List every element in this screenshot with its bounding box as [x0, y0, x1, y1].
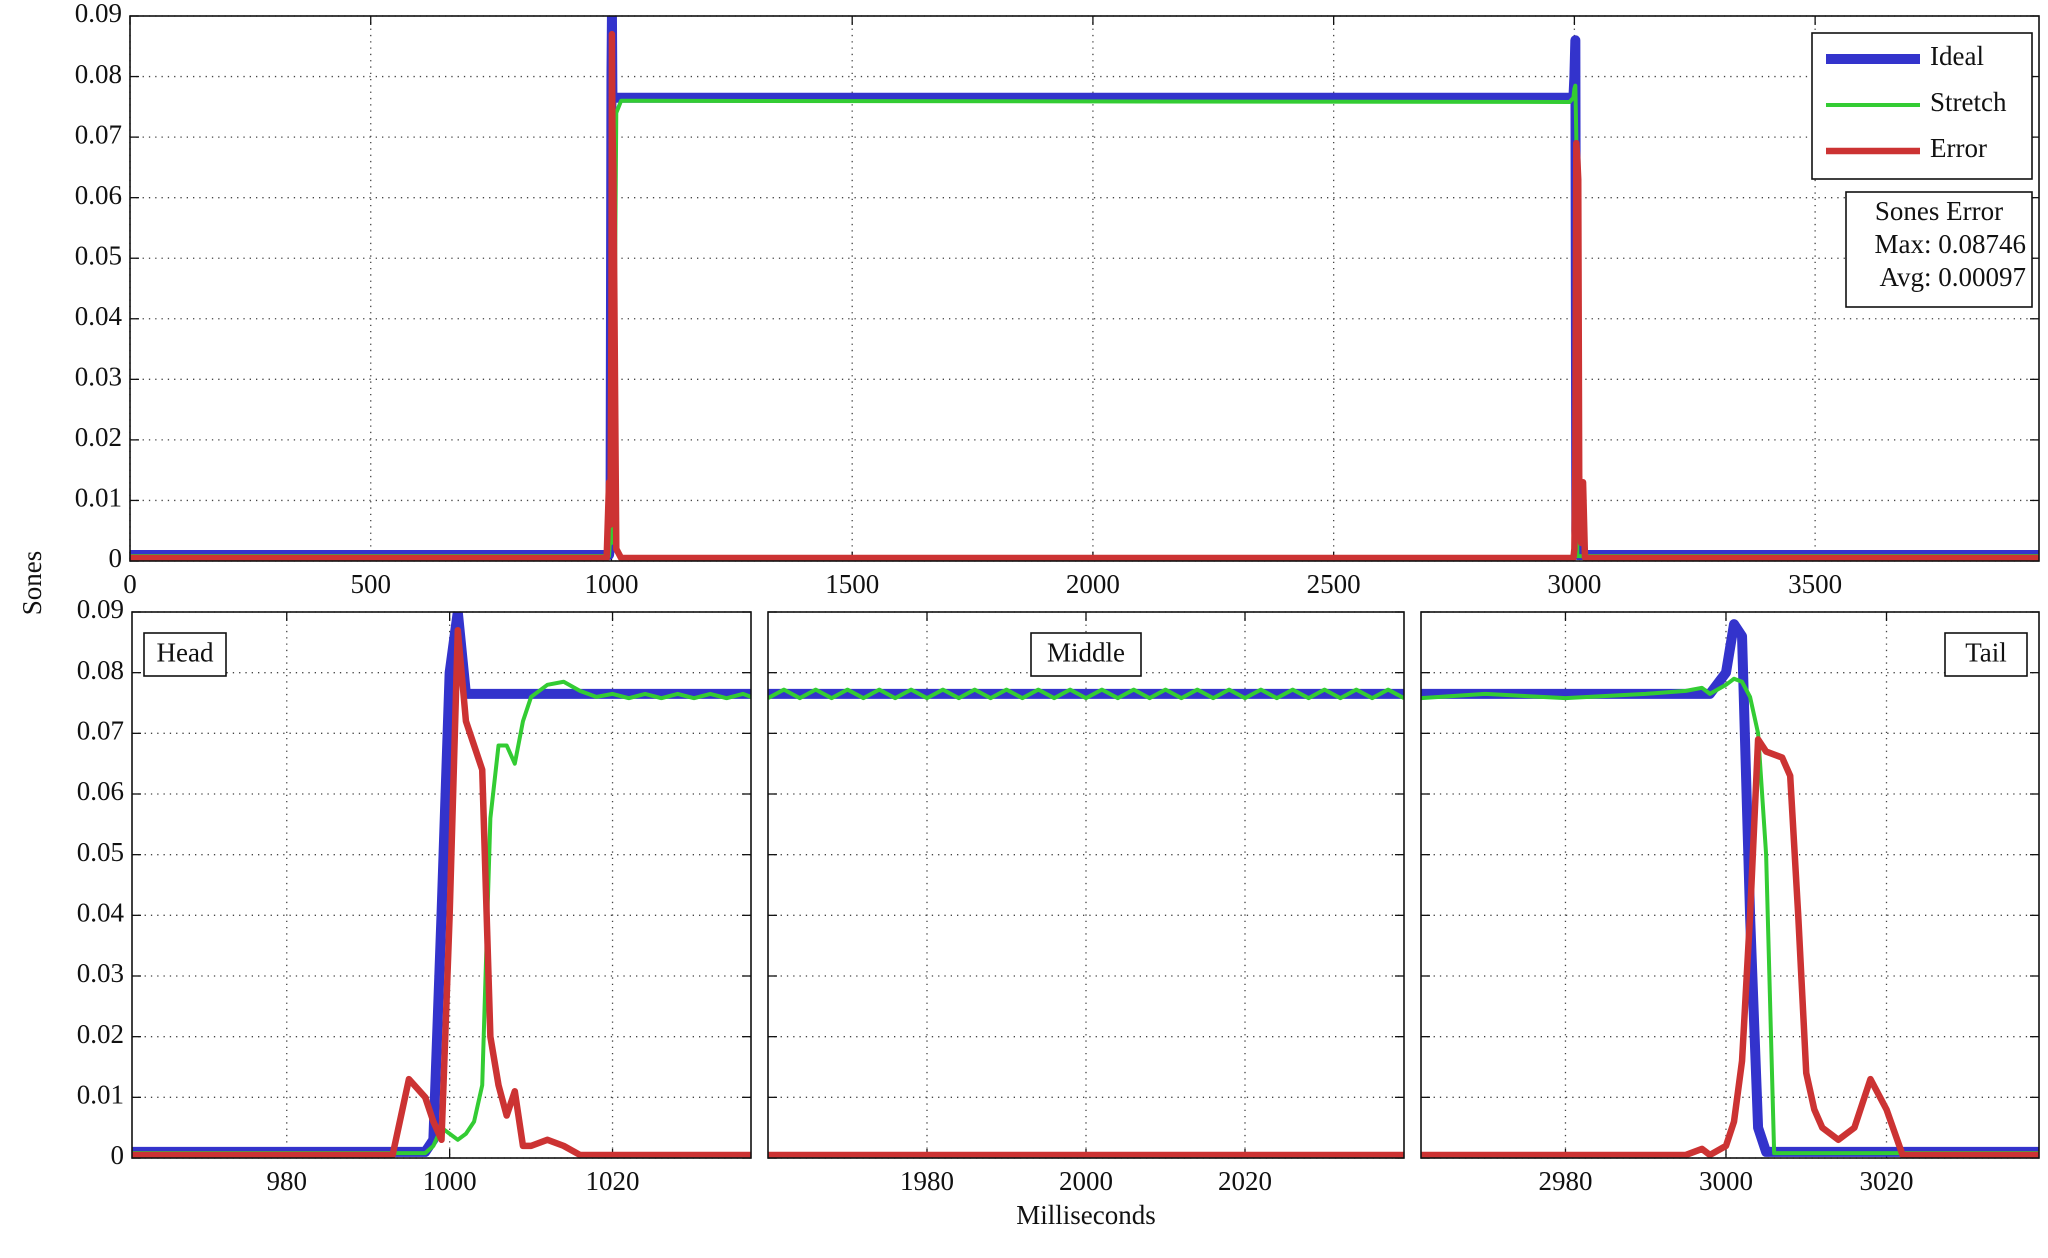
plot-background: [1421, 612, 2039, 1158]
x-tick-label: 1000: [423, 1166, 477, 1196]
subplot-title: Tail: [1965, 638, 2007, 668]
x-tick-label: 3000: [1547, 569, 1601, 599]
y-tick-label: 0.07: [75, 119, 122, 149]
x-tick-label: 2500: [1307, 569, 1361, 599]
y-tick-label: 0.04: [75, 301, 123, 331]
x-tick-label: 0: [123, 569, 137, 599]
series-line: [132, 626, 751, 1158]
axes-frame: [131, 611, 752, 1159]
legend-label: Ideal: [1930, 41, 1984, 71]
y-tick-label: 0.01: [77, 1080, 124, 1110]
x-tick-label: 3020: [1860, 1166, 1914, 1196]
y-tick-label: 0.06: [75, 180, 122, 210]
y-tick-label: 0.05: [77, 837, 124, 867]
y-tick-label: 0.01: [75, 483, 122, 513]
axes-frame: [129, 15, 2040, 562]
y-tick-label: 0.02: [75, 422, 122, 452]
plot-area: [132, 612, 751, 1158]
y-tick-label: 0: [111, 1140, 125, 1170]
title-box: [1030, 632, 1142, 677]
x-tick-label: 2000: [1059, 1166, 1113, 1196]
y-tick-label: 0.02: [77, 1019, 124, 1049]
axes-frame: [1420, 611, 2040, 1159]
y-tick-label: 0.09: [75, 0, 122, 28]
y-tick-label: 0.07: [77, 716, 124, 746]
x-tick-label: 1500: [825, 569, 879, 599]
x-tick-label: 1980: [900, 1166, 954, 1196]
title-box: [143, 632, 227, 677]
y-tick-label: 0.06: [77, 776, 124, 806]
x-tick-label: 1020: [586, 1166, 640, 1196]
x-tick-label: 980: [267, 1166, 308, 1196]
subplot-title: Middle: [1047, 638, 1125, 668]
series-line: [1421, 736, 2039, 1158]
y-tick-label: 0.08: [77, 655, 124, 685]
legend-label: Error: [1930, 133, 1987, 163]
x-tick-label: 1000: [584, 569, 638, 599]
x-tick-label: 3500: [1788, 569, 1842, 599]
plot-area: [1421, 619, 2039, 1158]
x-axis-label: Milliseconds: [1016, 1200, 1156, 1230]
x-tick-label: 2980: [1538, 1166, 1592, 1196]
y-tick-label: 0: [109, 543, 123, 573]
y-tick-label: 0.05: [75, 240, 122, 270]
y-tick-label: 0.09: [77, 594, 124, 624]
y-tick-label: 0.04: [77, 898, 125, 928]
y-tick-label: 0.03: [75, 362, 122, 392]
title-box: [1944, 632, 2028, 677]
series-line: [768, 687, 1404, 701]
annotation-box: [1845, 191, 2033, 308]
y-tick-label: 0.03: [77, 958, 124, 988]
axes-frame: [767, 611, 1405, 1159]
annotation-text: Avg: 0.00097: [1880, 262, 2027, 292]
annotation-text: Max: 0.08746: [1875, 229, 2027, 259]
series-line: [130, 30, 2039, 561]
x-tick-label: 500: [350, 569, 391, 599]
series-line: [132, 679, 751, 1156]
series-line: [1421, 676, 2039, 1156]
plot-area: [130, 16, 2039, 561]
x-tick-label: 3000: [1699, 1166, 1753, 1196]
legend-label: Stretch: [1930, 87, 2007, 117]
x-tick-label: 2000: [1066, 569, 1120, 599]
plot-background: [768, 612, 1404, 1158]
series-line: [130, 83, 2039, 559]
y-tick-label: 0.08: [75, 59, 122, 89]
y-axis-label: Sones: [17, 551, 47, 616]
plot-background: [130, 16, 2039, 561]
subplot-title: Head: [157, 638, 214, 668]
x-tick-label: 2020: [1218, 1166, 1272, 1196]
plot-area: [768, 687, 1404, 1158]
annotation-text: Sones Error: [1875, 196, 2003, 226]
